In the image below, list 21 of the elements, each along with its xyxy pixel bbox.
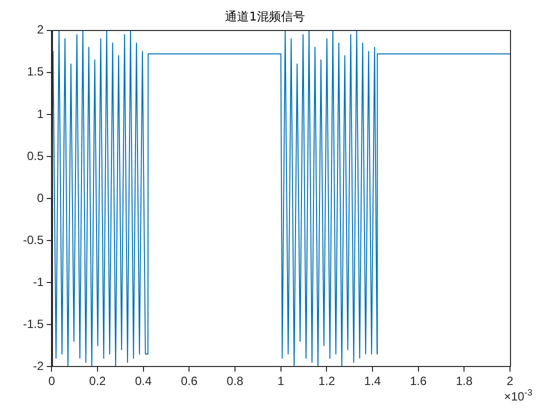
chart-title: 通道1混频信号 (225, 9, 305, 24)
x-tick-label: 1.4 (364, 374, 382, 388)
y-tick-label: 2 (36, 22, 44, 37)
x-tick-label: 0.2 (89, 374, 106, 388)
y-tick-label: -1 (33, 274, 44, 289)
y-tick-label: -1.5 (22, 316, 44, 331)
y-tick-label: -0.5 (22, 232, 44, 247)
y-tick-label: 1.5 (26, 64, 44, 79)
x-tick-label: 1.2 (318, 374, 336, 388)
x-tick-label: 0 (48, 374, 56, 388)
x-tick-label: 1.8 (456, 374, 473, 388)
x-tick-label: 0.8 (226, 374, 244, 388)
y-tick-label: -2 (33, 358, 44, 373)
x-tick-label: 0.6 (180, 374, 198, 388)
x-tick-label: 1.6 (410, 374, 427, 388)
y-tick-label: 0.5 (26, 148, 44, 163)
x-tick-label: 2 (506, 374, 514, 388)
x-tick-label: 0.4 (135, 374, 152, 388)
y-tick-label: 1 (36, 106, 44, 121)
y-tick-label: 0 (36, 190, 44, 205)
x-tick-label: 1 (277, 374, 284, 388)
